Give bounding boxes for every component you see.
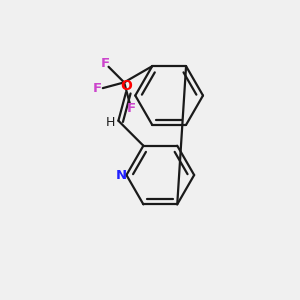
Text: O: O	[120, 79, 132, 93]
Text: H: H	[106, 116, 115, 129]
Text: N: N	[116, 169, 127, 182]
Text: F: F	[127, 102, 136, 115]
Text: F: F	[100, 57, 109, 70]
Text: F: F	[93, 82, 102, 94]
